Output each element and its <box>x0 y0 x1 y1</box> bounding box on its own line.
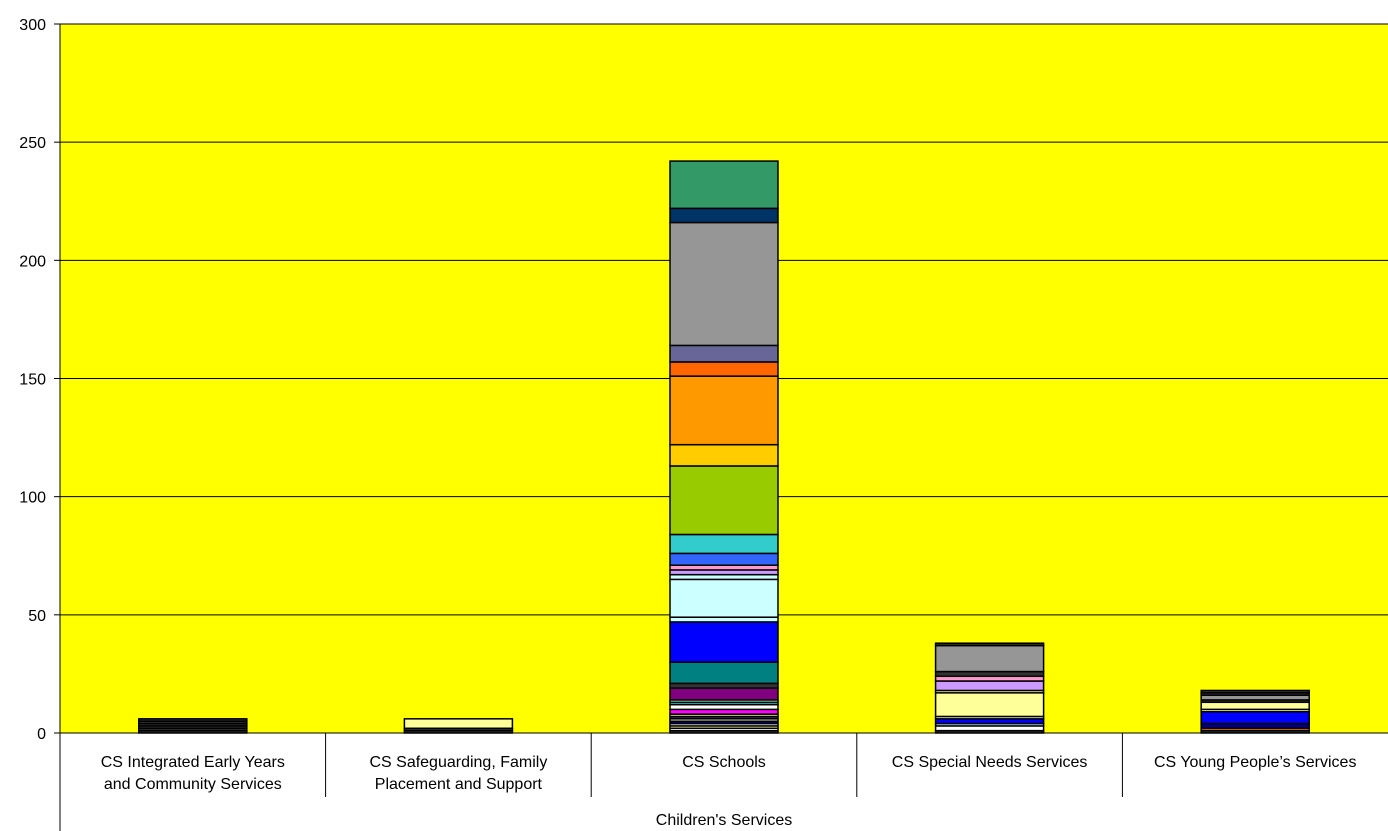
bar-segment <box>934 642 1045 647</box>
bar-segment <box>1200 689 1310 694</box>
category-label: CS Safeguarding, Family Placement and Sup… <box>369 754 547 793</box>
bar-stack <box>934 642 1045 734</box>
bar-segment <box>669 621 779 663</box>
category-label-line: CS Integrated Early Years <box>101 754 285 771</box>
y-tick-label: 0 <box>37 726 46 743</box>
y-tick-labels: 0 50 100 150 200 250 300 <box>19 17 46 743</box>
bar-segment <box>1200 710 1310 725</box>
bar-stack <box>1200 689 1310 734</box>
bar-segment <box>669 221 779 347</box>
y-tick-label: 200 <box>19 253 46 270</box>
bar-segment <box>669 375 779 446</box>
bar-segment <box>669 661 779 685</box>
bar-stack <box>138 718 248 734</box>
bar-segment <box>669 465 779 536</box>
y-tick-label: 50 <box>28 608 46 625</box>
axes <box>59 24 1388 831</box>
bars <box>138 160 1310 734</box>
bar-segment <box>138 718 248 722</box>
category-label-line: CS Schools <box>682 754 766 771</box>
bar-segment <box>669 443 779 467</box>
bar-segment <box>1200 701 1310 711</box>
bar-segment <box>669 533 779 555</box>
category-label-line: CS Safeguarding, Family <box>369 754 547 771</box>
bar-stack <box>669 160 779 734</box>
category-label: CS Integrated Early Years and Community S… <box>101 754 285 793</box>
bar-segment <box>669 578 779 618</box>
y-tick-label: 300 <box>19 17 46 34</box>
category-label: CS Schools <box>682 754 766 771</box>
group-label: Children's Services <box>656 812 792 829</box>
category-labels: CS Integrated Early Years and Community S… <box>101 754 1357 793</box>
category-label: CS Special Needs Services <box>892 754 1088 771</box>
y-tick-label: 250 <box>19 135 46 152</box>
y-tick-label: 100 <box>19 490 46 507</box>
bar-segment <box>669 552 779 566</box>
category-label-line: CS Young People’s Services <box>1154 754 1357 771</box>
bar-segment <box>669 687 779 701</box>
y-tick-label: 150 <box>19 372 46 389</box>
bar-segment <box>669 207 779 224</box>
bar-segment <box>934 644 1045 673</box>
category-label: CS Young People’s Services <box>1154 754 1357 771</box>
bar-segment <box>669 361 779 377</box>
bar-stack <box>403 718 514 734</box>
bar-segment <box>934 680 1045 692</box>
category-label-line: and Community Services <box>104 776 282 793</box>
bar-segment <box>403 718 514 730</box>
bar-segment <box>669 160 779 210</box>
bar-segment <box>669 344 779 363</box>
bar-segment <box>934 692 1045 718</box>
category-label-line: Placement and Support <box>375 776 543 793</box>
category-label-line: CS Special Needs Services <box>892 754 1088 771</box>
